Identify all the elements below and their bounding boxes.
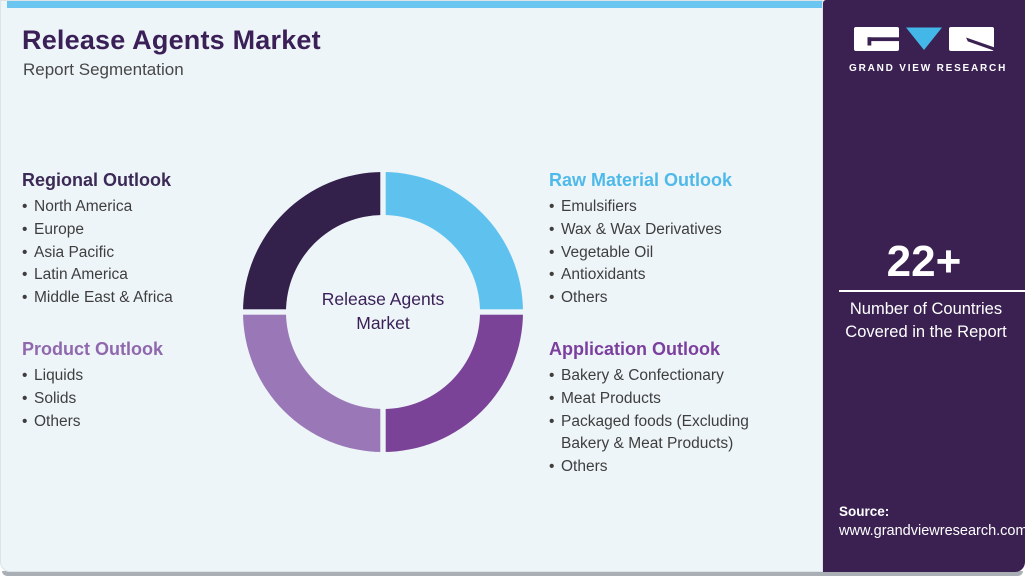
section-heading: Raw Material Outlook: [549, 170, 733, 190]
list-item-label: Meat Products: [561, 389, 661, 407]
list-item-label: Others: [34, 412, 81, 430]
bullet-icon: •: [549, 389, 555, 407]
bullet-icon: •: [22, 220, 28, 238]
list-item: • Solids: [22, 388, 252, 411]
bullet-icon: •: [549, 412, 555, 430]
bullet-icon: •: [22, 389, 28, 407]
list-item-label: Packaged foods (Excluding Bakery & Meat …: [561, 412, 749, 453]
list-item: • Others: [22, 411, 252, 434]
section-product-outlook: Product Outlook • Liquids • Solids • Others: [22, 339, 252, 433]
list-item: • Latin America: [22, 264, 252, 287]
stat-divider: [839, 290, 1025, 292]
list-item-label: Others: [561, 458, 608, 476]
list-item: • Wax & Wax Derivatives: [549, 219, 789, 242]
logo-v-triangle: [906, 27, 942, 50]
section-list: • Bakery & Confectionary • Meat Products • Pa…: [549, 365, 771, 479]
brand-logo: GRAND VIEW RESEARCH: [849, 27, 1008, 74]
section-list: • North America • Europe • Asia Pacific • Latin…: [22, 196, 252, 310]
bullet-icon: •: [22, 266, 28, 284]
list-item-label: North America: [34, 198, 133, 215]
list-item: • Antioxidants: [549, 264, 789, 287]
donut-chart: [233, 162, 533, 462]
donut-segment-regional-outlook: [243, 172, 383, 312]
gvr-logo-icon: [854, 27, 994, 51]
list-item-label: Emulsifiers: [561, 198, 637, 215]
list-item-label: Middle East & Africa: [34, 289, 173, 307]
bullet-icon: •: [549, 198, 555, 215]
list-item-label: Vegetable Oil: [561, 243, 654, 261]
bullet-icon: •: [22, 412, 28, 430]
list-item-label: Solids: [34, 389, 77, 407]
bullet-icon: •: [22, 289, 28, 307]
section-list: • Emulsifiers • Wax & Wax Derivatives • Veget…: [549, 196, 789, 310]
list-item: • Bakery & Confectionary: [549, 365, 771, 388]
source-url: www.grandviewresearch.com: [839, 523, 1025, 539]
donut-center-label: Release Agents Market: [321, 289, 445, 333]
brand-name: GRAND VIEW RESEARCH: [849, 63, 1008, 74]
bullet-icon: •: [22, 198, 28, 215]
stat-caption: Number of Countries Covered in the Repor…: [845, 300, 1007, 341]
top-accent-strip: [7, 1, 822, 8]
list-item: • Packaged foods (Excluding Bakery & Meat…: [549, 411, 771, 457]
page-subtitle: Report Segmentation: [23, 60, 184, 79]
bullet-icon: •: [22, 367, 28, 384]
section-heading: Application Outlook: [549, 339, 720, 359]
bullet-icon: •: [549, 289, 555, 307]
list-item: • Europe: [22, 219, 252, 242]
section-raw-material-outlook: Raw Material Outlook • Emulsifiers • Wax & …: [549, 170, 789, 310]
bullet-icon: •: [549, 458, 555, 476]
list-item-label: Antioxidants: [561, 266, 646, 284]
list-item-label: Europe: [34, 220, 84, 238]
donut-segment-raw-material-outlook: [383, 172, 523, 312]
list-item: • Middle East & Africa: [22, 287, 252, 310]
donut-chart-svg: [233, 162, 533, 462]
list-item: • Others: [549, 287, 789, 310]
list-item-label: Bakery & Confectionary: [561, 367, 724, 384]
list-item: • Meat Products: [549, 388, 771, 411]
bullet-icon: •: [22, 243, 28, 261]
list-item-label: Latin America: [34, 266, 128, 284]
list-item: • North America: [22, 196, 252, 219]
list-item: • Others: [549, 456, 771, 479]
sidebar: GRAND VIEW RESEARCH 22+ Number of Countr…: [823, 0, 1025, 572]
donut-segment-application-outlook: [383, 312, 523, 452]
bullet-icon: •: [549, 220, 555, 238]
bottom-shadow-bar: [2, 571, 1023, 576]
list-item: • Vegetable Oil: [549, 242, 789, 265]
stat-value: 22+: [886, 237, 962, 286]
source-label: Source:: [839, 504, 890, 519]
main-panel: Release Agents Market Report Segmentatio…: [0, 0, 823, 572]
donut-segment-product-outlook: [243, 312, 383, 452]
list-item: • Asia Pacific: [22, 242, 252, 265]
list-item: • Liquids: [22, 365, 252, 388]
bullet-icon: •: [549, 367, 555, 384]
bullet-icon: •: [549, 266, 555, 284]
source-block: Source: www.grandviewresearch.com: [839, 504, 1025, 539]
page-title: Release Agents Market: [22, 25, 321, 55]
list-item-label: Wax & Wax Derivatives: [561, 220, 722, 238]
list-item-label: Asia Pacific: [34, 243, 115, 261]
section-heading: Product Outlook: [22, 339, 163, 359]
section-heading: Regional Outlook: [22, 170, 172, 190]
section-list: • Liquids • Solids • Others: [22, 365, 252, 433]
list-item: • Emulsifiers: [549, 196, 789, 219]
section-regional-outlook: Regional Outlook • North America • Europe • A…: [22, 170, 252, 310]
segment-gap-horizontal: [233, 309, 533, 315]
section-application-outlook: Application Outlook • Bakery & Confection…: [549, 339, 771, 479]
list-item-label: Liquids: [34, 367, 84, 384]
bullet-icon: •: [549, 243, 555, 261]
list-item-label: Others: [561, 289, 608, 307]
